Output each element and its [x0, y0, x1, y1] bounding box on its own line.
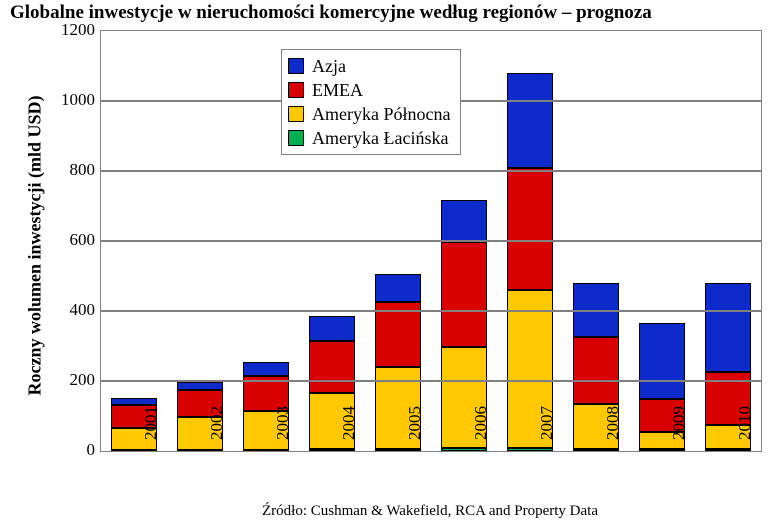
x-tick-label: 2003: [273, 406, 293, 456]
x-tick-label: 2010: [735, 406, 755, 456]
legend-item: Ameryka Północna: [288, 102, 450, 126]
bar-segment: [177, 382, 223, 391]
y-tick-label: 1000: [45, 90, 95, 110]
bar-segment: [441, 200, 487, 242]
y-axis-label: Roczny wolumen inwestycji (mld USD): [25, 46, 46, 446]
y-tick-label: 400: [45, 300, 95, 320]
x-tick-label: 2004: [339, 406, 359, 456]
bar-segment: [573, 337, 619, 404]
legend-label: Ameryka Północna: [312, 104, 450, 125]
bar-segment: [111, 398, 157, 405]
x-tick-label: 2008: [603, 406, 623, 456]
bar-segment: [507, 168, 553, 291]
legend-swatch: [288, 130, 304, 146]
source-caption: Źródło: Cushman & Wakefield, RCA and Pro…: [100, 503, 760, 520]
legend-item: Ameryka Łacińska: [288, 126, 450, 150]
legend-item: Azja: [288, 54, 450, 78]
bar-segment: [375, 274, 421, 302]
bar-segment: [705, 283, 751, 372]
grid-line: [101, 380, 761, 382]
legend-label: Azja: [312, 56, 346, 77]
grid-line: [101, 240, 761, 242]
legend-label: EMEA: [312, 80, 363, 101]
chart-container: Globalne inwestycje w nieruchomości kome…: [0, 0, 777, 527]
legend-item: EMEA: [288, 78, 450, 102]
x-tick-label: 2005: [405, 406, 425, 456]
plot-area: Azja EMEA Ameryka Północna Ameryka Łacińska: [100, 30, 762, 452]
y-tick-label: 0: [45, 440, 95, 460]
x-tick-label: 2001: [141, 406, 161, 456]
bar-segment: [243, 362, 289, 376]
legend-swatch: [288, 82, 304, 98]
legend-label: Ameryka Łacińska: [312, 128, 448, 149]
legend-swatch: [288, 106, 304, 122]
legend: Azja EMEA Ameryka Północna Ameryka Łacińska: [281, 49, 461, 155]
chart-title: Globalne inwestycje w nieruchomości kome…: [10, 2, 767, 24]
y-tick-label: 800: [45, 160, 95, 180]
x-tick-label: 2009: [669, 406, 689, 456]
bar-segment: [639, 323, 685, 398]
grid-line: [101, 310, 761, 312]
bar-segment: [309, 341, 355, 394]
bar-segment: [309, 316, 355, 341]
grid-line: [101, 170, 761, 172]
bar-segment: [441, 242, 487, 347]
x-tick-label: 2002: [207, 406, 227, 456]
y-tick-label: 600: [45, 230, 95, 250]
legend-swatch: [288, 58, 304, 74]
x-tick-label: 2007: [537, 406, 557, 456]
bar-segment: [507, 73, 553, 168]
y-tick-label: 1200: [45, 20, 95, 40]
x-tick-label: 2006: [471, 406, 491, 456]
y-tick-label: 200: [45, 370, 95, 390]
